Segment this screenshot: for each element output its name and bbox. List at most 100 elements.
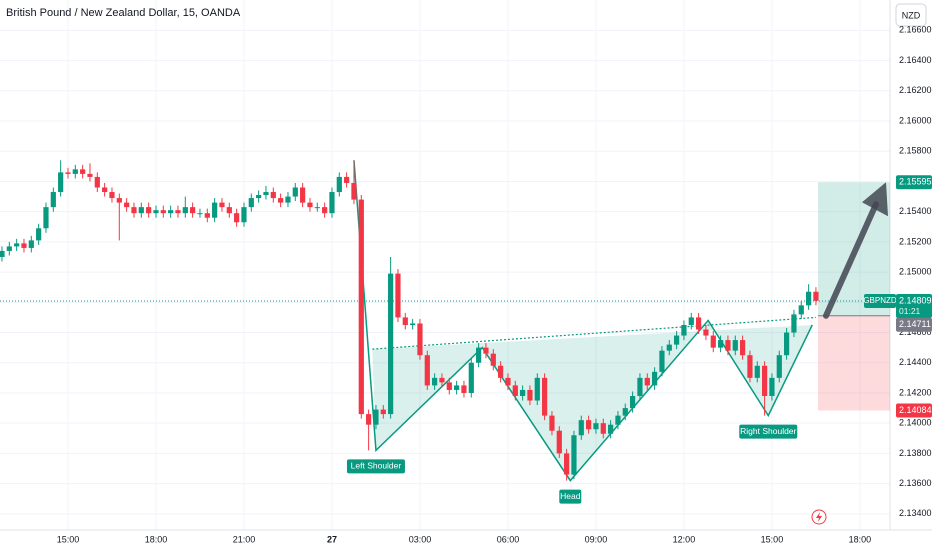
candle-body (725, 340, 731, 351)
candle-body (212, 202, 218, 218)
candle-body (351, 182, 357, 200)
candle-body (241, 207, 247, 223)
candle-body (762, 365, 768, 396)
candle-body (490, 353, 496, 366)
candle-body (80, 169, 86, 174)
candle-body (336, 176, 342, 193)
y-tick-label: 2.15200 (899, 236, 932, 246)
x-tick-label: 12:00 (673, 534, 696, 544)
candle-body (94, 176, 100, 188)
candle-body (182, 207, 188, 214)
candle-body (571, 435, 577, 475)
candle-body (72, 169, 78, 174)
symbol-tag: GBPNZD (863, 296, 897, 305)
lightning-icon[interactable] (811, 509, 827, 525)
candle-body (0, 250, 5, 257)
candle-body (512, 385, 518, 396)
candle-body (36, 228, 42, 241)
candle-body (285, 196, 291, 203)
pattern-line (353, 160, 813, 482)
candle-body (21, 243, 27, 248)
candle-body (578, 420, 584, 436)
y-tick-label: 2.13400 (899, 508, 932, 518)
currency-label[interactable]: NZD (902, 10, 921, 20)
candle-body (395, 273, 401, 318)
candle-body (402, 317, 408, 325)
pattern-label: Head (560, 491, 581, 501)
candle-body (784, 332, 790, 356)
candle-body (732, 340, 738, 351)
candle-body (87, 173, 93, 177)
candle-body (622, 408, 628, 416)
icon-bolt[interactable] (816, 512, 822, 522)
candle-body (153, 210, 159, 214)
candle-body (637, 377, 643, 396)
candle-body (307, 202, 313, 208)
y-tick-label: 2.16200 (899, 85, 932, 95)
candle-body (102, 187, 108, 193)
stop-tag-bg (896, 403, 932, 418)
candle-body (446, 382, 452, 390)
candle-body (454, 385, 460, 390)
candle-body (58, 172, 64, 193)
candle-body (109, 192, 115, 199)
candle-body (688, 317, 694, 325)
target-tag-bg (896, 175, 932, 190)
x-tick-label: 27 (327, 534, 337, 544)
candle-body (131, 207, 137, 214)
y-tick-label: 2.15400 (899, 206, 932, 216)
y-tick-label: 2.14400 (899, 357, 932, 367)
x-tick-label: 15:00 (761, 534, 784, 544)
candle-body (116, 198, 122, 203)
candle-body (226, 207, 232, 214)
candle-body (373, 409, 379, 425)
last-price-tag: 2.14809 (899, 295, 932, 305)
candle-body (718, 340, 724, 348)
candle-body (314, 207, 320, 209)
x-tick-label: 21:00 (233, 534, 256, 544)
pattern-label-bg (559, 489, 582, 504)
candle-body (659, 350, 665, 372)
candle-body (600, 423, 606, 434)
pattern-label: Left Shoulder (351, 461, 402, 471)
candle-body (769, 377, 775, 396)
candle-body (263, 192, 269, 196)
candle-body (652, 371, 658, 386)
candle-body (791, 314, 797, 333)
chart-title: British Pound / New Zealand Dollar, 15, … (6, 7, 241, 19)
x-tick-label: 15:00 (57, 534, 80, 544)
candle-body (498, 365, 504, 378)
candle-body (710, 335, 716, 348)
candle-body (417, 323, 423, 356)
currency-button[interactable] (895, 3, 927, 27)
candle-body (234, 213, 240, 223)
candle-body (681, 324, 687, 336)
candle-body (366, 414, 372, 425)
x-tick-label: 03:00 (409, 534, 432, 544)
target-tag: 2.15595 (899, 177, 932, 187)
y-tick-label: 2.13600 (899, 478, 932, 488)
candle-body (549, 415, 555, 431)
candle-body (358, 199, 364, 415)
candle-body (6, 246, 12, 251)
candle-body (630, 395, 636, 409)
candle-body (175, 210, 181, 214)
candle-body (204, 213, 210, 218)
candle-body (644, 377, 650, 386)
x-tick-label: 18:00 (849, 534, 872, 544)
candle-body (556, 430, 562, 454)
y-tick-label: 2.13800 (899, 448, 932, 458)
symbol-tag-bg (864, 293, 896, 308)
candle-body (615, 415, 621, 425)
candle-body (476, 347, 482, 363)
candle-body (674, 335, 680, 345)
candle-body (564, 453, 570, 475)
candle-body (798, 305, 804, 315)
y-tick-label: 2.15000 (899, 266, 932, 276)
candle-body (270, 192, 276, 199)
candle-body (754, 365, 760, 378)
candle-body (388, 273, 394, 415)
candle-body (439, 377, 445, 383)
